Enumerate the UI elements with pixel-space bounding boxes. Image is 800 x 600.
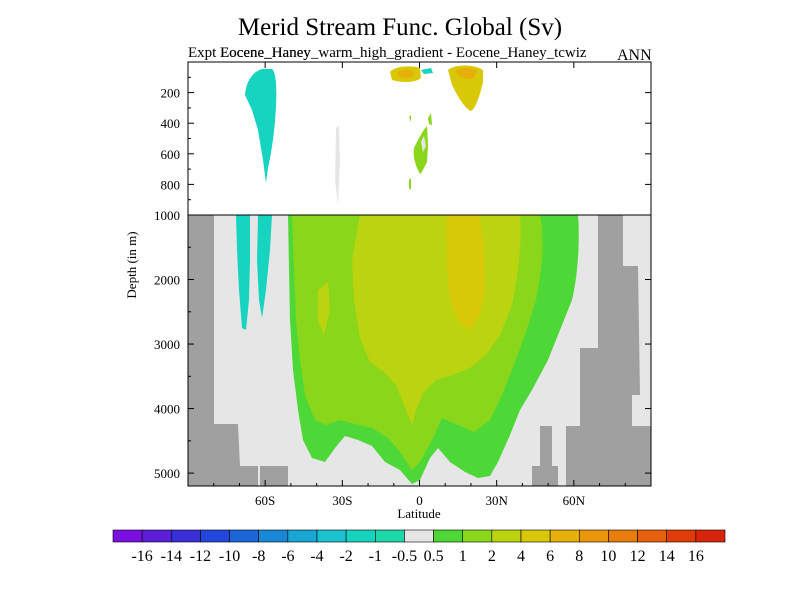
season-label: ANN: [617, 47, 652, 64]
colorbar-swatch: [433, 529, 464, 543]
x-axis-label: Latitude: [397, 506, 441, 521]
colorbar-swatch: [229, 529, 260, 543]
axis-ticks: [188, 62, 651, 486]
upper-near-zero-sliver: [335, 126, 340, 205]
chart-subtitle-case: Expt Eocene_Haney_warm_high_gradient - E…: [188, 45, 587, 61]
x-tick-label: 30N: [485, 493, 508, 508]
colorbar-swatch: [170, 529, 201, 543]
upper-positive-contour-2b: [456, 67, 477, 79]
lower-positive-contour-5: [318, 282, 330, 335]
colorbar-swatch: [374, 529, 405, 543]
colorbar-swatch: [462, 529, 493, 543]
colorbar-swatch: [637, 529, 668, 543]
upper-near-zero-hole: [421, 136, 426, 152]
topography-south-ridge: [260, 466, 288, 486]
colorbar-swatch: [200, 529, 230, 543]
colorbar-swatch: [666, 529, 697, 543]
upper-positive-contour-3: [428, 113, 432, 125]
colorbar-swatch: [316, 529, 347, 543]
upper-positive-contour-4: [409, 115, 411, 122]
colorbar-swatch: [491, 529, 522, 543]
colorbar-swatch: [404, 529, 434, 543]
colorbar-label: 4: [517, 548, 525, 565]
colorbar-labels: -16 -14 -12 -10 -8 -6 -4 -2 -1 -0.5 0.5 1 2 4 6 8 10 12 14…: [131, 548, 703, 565]
y-axis-label: Depth (in m): [124, 231, 139, 298]
colorbar-label: 12: [630, 548, 646, 565]
upper-negative-contour-2: [421, 68, 433, 74]
colorbar-swatch: [345, 529, 376, 543]
colorbar-label: -16: [131, 548, 152, 565]
lower-positive-contour-4: [446, 215, 485, 330]
colorbar-swatch: [695, 529, 726, 543]
upper-panel: [187, 61, 652, 216]
topography-north: [566, 215, 651, 486]
x-tick-label: 0: [416, 493, 423, 508]
x-tick-label: 30S: [332, 493, 352, 508]
colorbar-swatch: [549, 529, 580, 543]
upper-negative-contour-1: [245, 69, 277, 183]
y-tick-label-lower: 5000: [154, 466, 180, 481]
chart-title: Merid Stream Func. Global (Sv): [237, 14, 563, 41]
y-tick-label-upper: 1000: [154, 208, 180, 223]
colorbar-label: 2: [488, 548, 496, 565]
colorbar-label: 0.5: [424, 548, 444, 565]
colorbar-label: -0.5: [392, 548, 417, 565]
colorbar-label: -2: [339, 548, 352, 565]
colorbar-swatch: [287, 529, 318, 543]
y-tick-label-lower: 4000: [154, 402, 180, 417]
colorbar-label: 1: [459, 548, 467, 565]
colorbar-label: 16: [688, 548, 704, 565]
topography-north-ridge: [532, 426, 558, 486]
colorbar-label: -10: [219, 548, 240, 565]
colorbar-swatch: [112, 529, 143, 543]
colorbar-label: -4: [310, 548, 323, 565]
y-tick-label-upper: 600: [161, 147, 181, 162]
colorbar-label: -12: [190, 548, 211, 565]
upper-positive-contour-6: [409, 178, 411, 190]
colorbar-label: -8: [252, 548, 265, 565]
colorbar-swatch: [578, 529, 609, 543]
topography-south: [188, 215, 258, 486]
lower-negative-contour-2: [257, 215, 272, 318]
colorbar-label: 10: [600, 548, 616, 565]
y-tick-label-upper: 800: [161, 177, 181, 192]
y-tick-label-lower: 3000: [154, 337, 180, 352]
upper-positive-contour-1b: [398, 69, 414, 79]
colorbar-swatch: [141, 529, 172, 543]
colorbar-swatch: [520, 529, 551, 543]
lower-panel: [187, 214, 652, 487]
upper-positive-contour-5: [413, 126, 428, 174]
colorbar-label: -1: [369, 548, 382, 565]
x-tick-label: 60S: [255, 493, 275, 508]
y-tick-label-upper: 200: [161, 86, 181, 101]
colorbar: [112, 529, 726, 543]
colorbar-label: 8: [575, 548, 583, 565]
colorbar-swatch: [258, 529, 289, 543]
colorbar-swatch: [608, 529, 638, 543]
x-tick-label: 60N: [563, 493, 586, 508]
axis-tick-labels: 60S 30S 0 30N 60N 200 400 600 800 1000 2000 3000 400…: [154, 86, 586, 508]
colorbar-label: 14: [659, 548, 675, 565]
lower-negative-contour-1: [236, 215, 250, 330]
colorbar-label: -6: [281, 548, 294, 565]
colorbar-label: -14: [161, 548, 182, 565]
y-tick-label-upper: 400: [161, 116, 181, 131]
colorbar-label: 6: [546, 548, 554, 565]
chart-subtitle-overlap: Eocene_Haney: [220, 45, 311, 61]
y-tick-label-lower: 2000: [154, 273, 180, 288]
